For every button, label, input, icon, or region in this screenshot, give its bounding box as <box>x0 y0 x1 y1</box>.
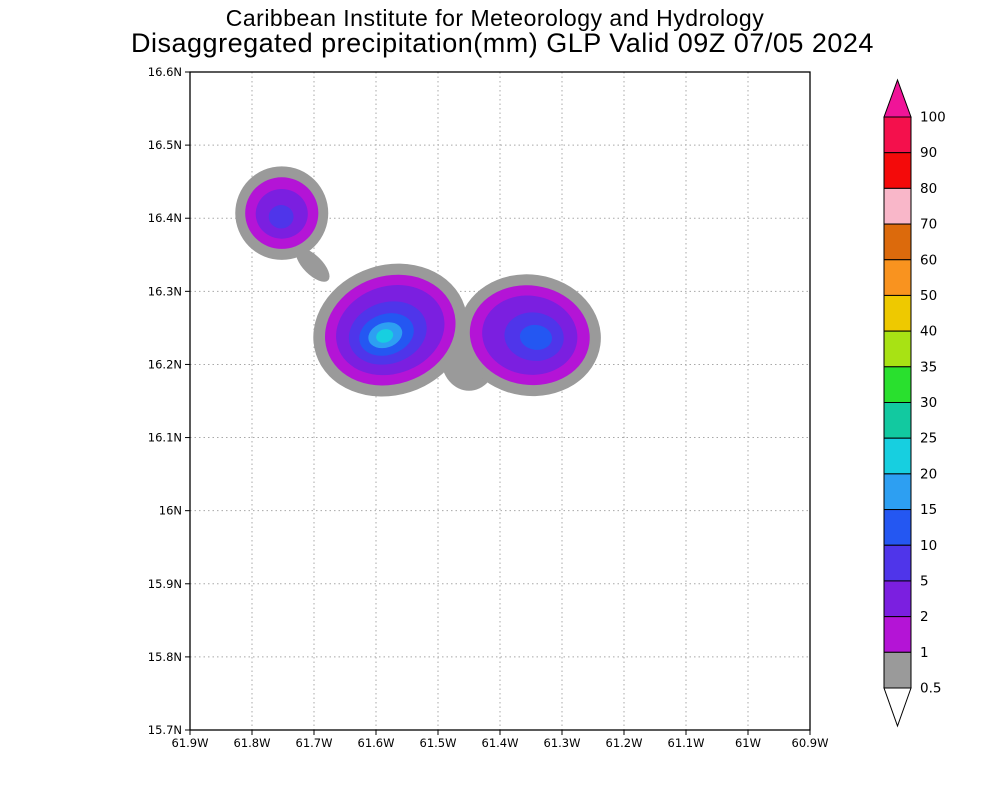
x-axis-label: 61.6W <box>358 736 395 750</box>
y-axis-label: 15.7N <box>148 723 182 737</box>
colorbar-label: 15 <box>920 502 937 518</box>
colorbar-segment <box>883 187 912 225</box>
precip-contour-band <box>268 205 294 229</box>
colorbar-segment <box>883 473 912 511</box>
colorbar-label: 50 <box>920 288 937 304</box>
precip-contour-boundary <box>296 248 330 282</box>
colorbar-segment <box>883 152 912 189</box>
chart-title-product: Disaggregated precipitation(mm) GLP Vali… <box>131 28 874 58</box>
x-axis-label: 61.1W <box>668 736 705 750</box>
colorbar-segment <box>883 116 912 154</box>
x-axis-label: 61.3W <box>544 736 581 750</box>
y-axis-label: 16.6N <box>148 65 182 79</box>
colorbar-label: 25 <box>920 431 937 447</box>
colorbar-segment <box>883 616 912 653</box>
colorbar-label: 100 <box>920 110 946 126</box>
colorbar-label: 2 <box>920 609 929 625</box>
colorbar-label: 60 <box>920 252 937 268</box>
y-axis-label: 16N <box>159 504 182 518</box>
x-axis-label: 61.8W <box>234 736 271 750</box>
x-axis-label: 61.9W <box>172 736 209 750</box>
colorbar-segment <box>883 259 912 296</box>
colorbar-label: 35 <box>920 359 937 375</box>
colorbar-label: 0.5 <box>920 681 941 697</box>
colorbar-label: 1 <box>920 645 929 661</box>
y-axis-label: 16.2N <box>148 357 182 371</box>
colorbar-label: 90 <box>920 145 937 161</box>
colorbar-label: 20 <box>920 466 937 482</box>
chart-title-institution: Caribbean Institute for Meteorology and … <box>225 5 765 31</box>
colorbar-label: 30 <box>920 395 937 411</box>
x-axis-label: 60.9W <box>792 736 829 750</box>
colorbar-label: 40 <box>920 324 937 340</box>
colorbar-bottom-arrow <box>883 687 912 728</box>
precip-contour-band <box>519 324 553 350</box>
x-axis-label: 61.7W <box>296 736 333 750</box>
y-axis-label: 15.9N <box>148 577 182 591</box>
colorbar-label: 80 <box>920 181 937 197</box>
colorbar-top-arrow <box>883 78 912 118</box>
colorbar-label: 5 <box>920 573 929 589</box>
colorbar-segment <box>883 330 912 368</box>
colorbar-segment <box>883 580 912 618</box>
y-axis-label: 16.3N <box>148 284 182 298</box>
colorbar-segment <box>883 437 912 475</box>
y-axis-label: 16.1N <box>148 431 182 445</box>
colorbar-segment <box>883 223 912 261</box>
colorbar-segment <box>883 294 912 332</box>
colorbar-label: 70 <box>920 217 937 233</box>
y-axis-label: 16.5N <box>148 138 182 152</box>
colorbar-segment <box>883 544 912 582</box>
y-axis-label: 16.4N <box>148 211 182 225</box>
colorbar-segment <box>883 651 912 689</box>
x-axis-label: 61W <box>735 736 761 750</box>
x-axis-label: 61.4W <box>482 736 519 750</box>
colorbar-label: 10 <box>920 538 937 554</box>
x-axis-label: 61.5W <box>420 736 457 750</box>
precip-contour-band <box>376 329 394 343</box>
colorbar-segment <box>883 402 912 439</box>
colorbar-segment <box>883 509 912 546</box>
y-axis-label: 15.8N <box>148 650 182 664</box>
colorbar-segment <box>883 366 912 403</box>
x-axis-label: 61.2W <box>606 736 643 750</box>
